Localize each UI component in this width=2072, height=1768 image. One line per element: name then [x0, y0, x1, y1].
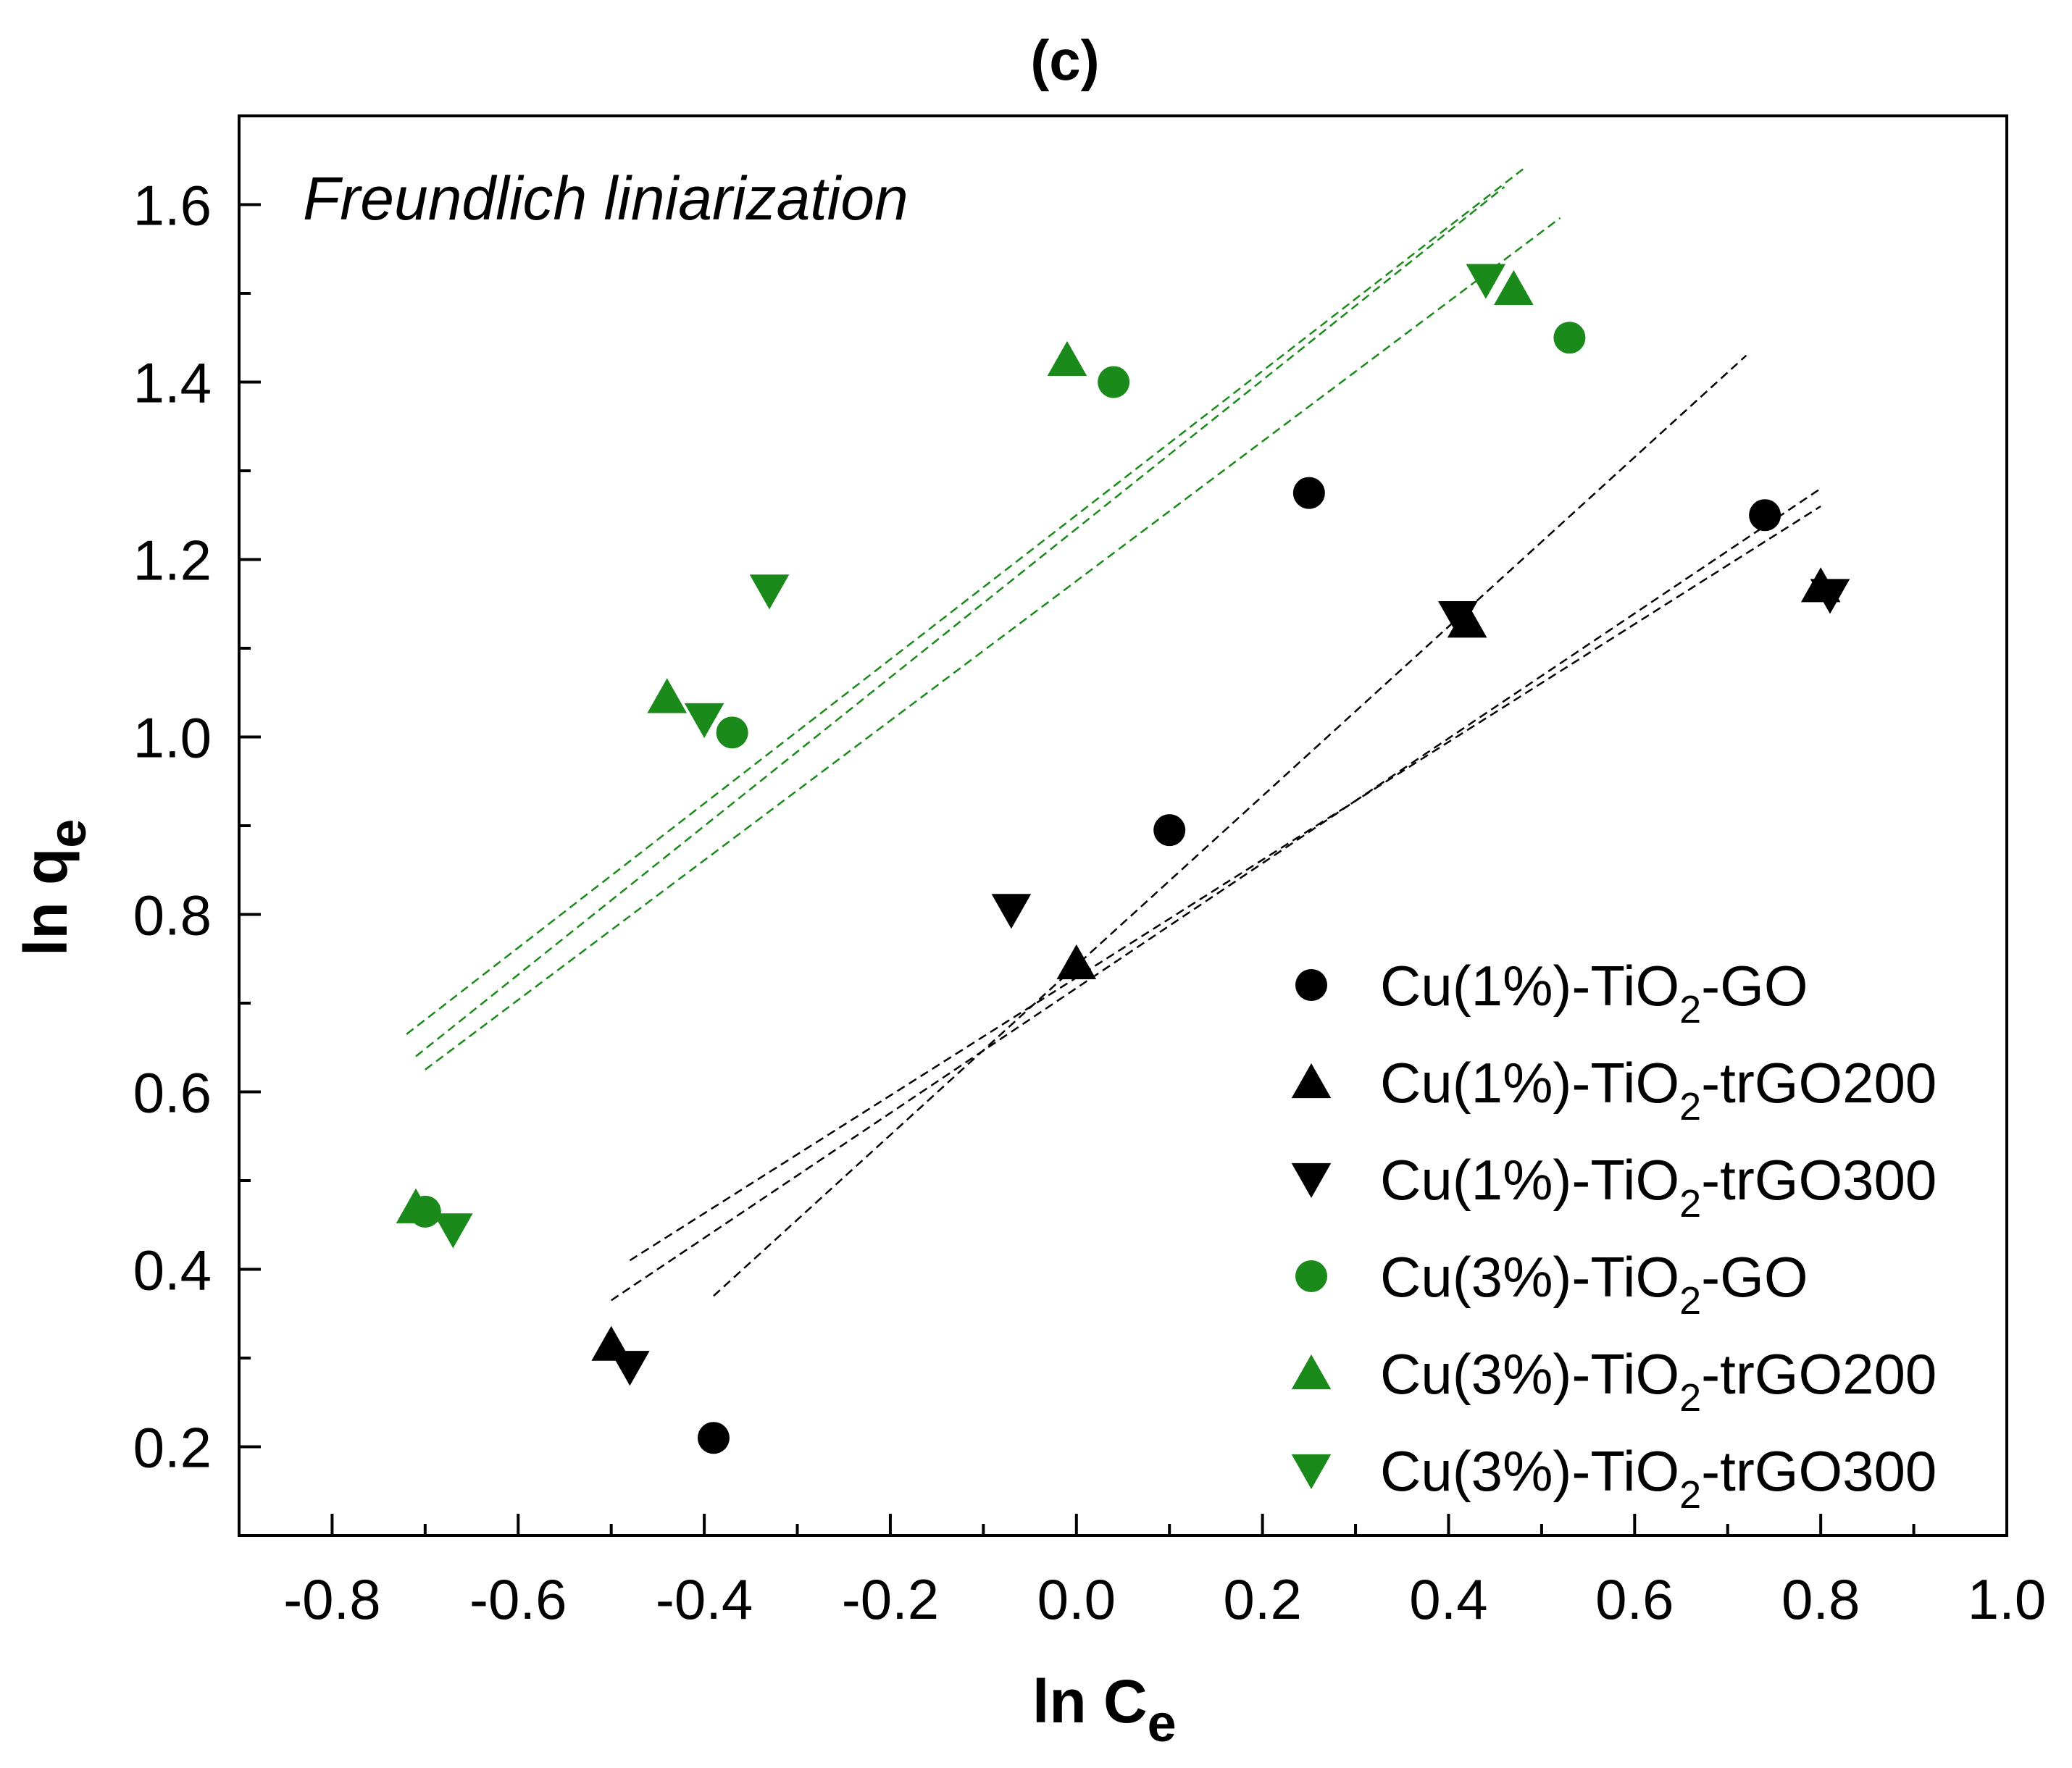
y-tick-label: 0.4 — [133, 1239, 212, 1302]
data-point — [716, 716, 748, 749]
legend-label-part: Cu(3%)-TiO — [1380, 1342, 1679, 1406]
legend-label: Cu(1%)-TiO2-trGO300 — [1380, 1148, 1937, 1226]
legend-label-part: -GO — [1701, 954, 1808, 1018]
y-tick-label: 1.2 — [133, 529, 212, 592]
x-axis-title: ln Ce — [1032, 1667, 1177, 1753]
fit-lines — [406, 168, 1821, 1302]
legend-label: Cu(3%)-TiO2-trGO200 — [1380, 1342, 1937, 1420]
fit-line — [610, 487, 1821, 1302]
data-point — [1749, 499, 1781, 532]
x-tick-label: 1.0 — [1968, 1567, 2046, 1631]
legend-label-part: -trGO300 — [1701, 1148, 1937, 1212]
chart-title: (c) — [1030, 28, 1099, 92]
x-tick-label: 0.8 — [1781, 1567, 1860, 1631]
data-point — [749, 574, 790, 610]
y-tick-label: 1.4 — [133, 351, 212, 415]
legend-label-subscript: 2 — [1679, 1182, 1701, 1226]
x-tick-label: 0.6 — [1595, 1567, 1674, 1631]
legend-label-subscript: 2 — [1679, 1279, 1701, 1323]
data-point — [1056, 944, 1097, 979]
y-axis-title-main: ln q — [12, 848, 80, 956]
x-tick-label: 0.2 — [1223, 1567, 1301, 1631]
data-point — [1466, 264, 1506, 299]
legend-label: Cu(3%)-TiO2-trGO300 — [1380, 1439, 1937, 1517]
data-point — [697, 1422, 730, 1454]
legend-label: Cu(3%)-TiO2-GO — [1380, 1245, 1808, 1323]
legend-label-subscript: 2 — [1679, 988, 1701, 1031]
legend-label: Cu(1%)-TiO2-trGO200 — [1380, 1051, 1937, 1128]
legend-label: Cu(1%)-TiO2-GO — [1380, 954, 1808, 1031]
x-tick-label: -0.6 — [469, 1567, 567, 1631]
data-point — [1153, 814, 1186, 847]
data-point — [396, 1188, 436, 1223]
data-point — [1438, 601, 1478, 637]
legend-marker — [1295, 969, 1327, 1001]
data-point — [1494, 269, 1534, 305]
legend-label-part: Cu(1%)-TiO — [1380, 1148, 1679, 1212]
data-markers — [396, 264, 1850, 1454]
fit-line — [406, 168, 1524, 1035]
fit-line — [629, 505, 1821, 1262]
y-axis-title-sub: e — [39, 819, 97, 848]
y-tick-label: 1.6 — [133, 174, 212, 238]
axis-ticks: -0.8 -0.6 -0.4 -0.2 0.0 0.2 0.4 0.6 0.8 1.0 0.2 0.4… — [133, 114, 2046, 1631]
y-tick-label: 0.8 — [133, 884, 212, 947]
data-point — [1553, 322, 1586, 354]
x-tick-label: -0.2 — [842, 1567, 939, 1631]
legend-label-subscript: 2 — [1679, 1085, 1701, 1128]
legend: Cu(1%)-TiO2-GOCu(1%)-TiO2-trGO200Cu(1%)-… — [1291, 954, 1937, 1517]
data-point — [1810, 579, 1850, 614]
fit-line — [415, 186, 1505, 1057]
legend-label-part: Cu(3%)-TiO — [1380, 1245, 1679, 1309]
legend-label-part: -GO — [1701, 1245, 1808, 1309]
x-tick-label: -0.8 — [283, 1567, 380, 1631]
data-point — [1047, 340, 1087, 376]
fit-line — [425, 217, 1561, 1071]
y-tick-label: 1.0 — [133, 706, 212, 770]
legend-marker — [1291, 1354, 1332, 1390]
data-point — [1098, 366, 1130, 398]
x-tick-label: 0.0 — [1037, 1567, 1116, 1631]
y-tick-label: 0.6 — [133, 1061, 212, 1125]
data-point — [684, 703, 724, 738]
legend-marker — [1295, 1260, 1327, 1292]
data-point — [991, 894, 1032, 929]
data-point — [1292, 477, 1325, 509]
x-axis-title-main: ln C — [1032, 1667, 1148, 1735]
legend-label-part: -trGO200 — [1701, 1342, 1937, 1406]
fit-line — [713, 354, 1747, 1297]
legend-label-part: -trGO300 — [1701, 1439, 1937, 1503]
plot-frame — [238, 114, 2008, 1537]
legend-label-subscript: 2 — [1679, 1473, 1701, 1517]
data-point — [610, 1351, 650, 1386]
data-point — [647, 678, 688, 713]
x-axis-title-sub: e — [1148, 1695, 1177, 1753]
legend-label-part: Cu(3%)-TiO — [1380, 1439, 1679, 1503]
legend-marker — [1291, 1454, 1332, 1489]
y-tick-label: 0.2 — [133, 1416, 212, 1480]
legend-label-subscript: 2 — [1679, 1376, 1701, 1420]
legend-marker — [1291, 1162, 1332, 1198]
legend-label-part: Cu(1%)-TiO — [1380, 1051, 1679, 1115]
x-tick-label: -0.4 — [656, 1567, 753, 1631]
y-axis-title: ln qe — [12, 819, 97, 956]
plot-annotation: Freundlich liniarization — [303, 164, 908, 232]
legend-label-part: Cu(1%)-TiO — [1380, 954, 1679, 1018]
legend-label-part: -trGO200 — [1701, 1051, 1937, 1115]
legend-marker — [1291, 1063, 1332, 1099]
data-point — [433, 1213, 473, 1249]
x-tick-label: 0.4 — [1409, 1567, 1487, 1631]
